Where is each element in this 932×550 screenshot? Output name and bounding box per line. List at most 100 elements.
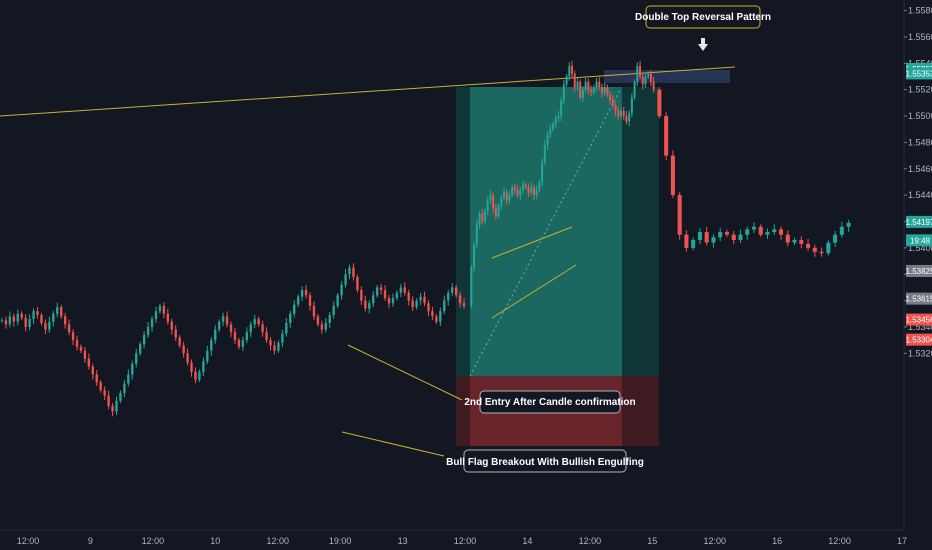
- candle-body: [595, 81, 598, 88]
- candle-body: [202, 361, 205, 372]
- candle-body: [115, 400, 118, 412]
- candle-body: [324, 323, 327, 330]
- candle-body: [36, 311, 39, 316]
- candle-body: [293, 304, 296, 314]
- candle-body: [332, 305, 335, 316]
- candle-body: [285, 323, 288, 334]
- candle-body: [127, 374, 130, 384]
- candle-body: [503, 192, 506, 198]
- candle-body: [427, 303, 430, 312]
- time-tick-label: 12:00: [579, 536, 602, 546]
- candle-body: [524, 184, 527, 188]
- candle-body: [40, 315, 43, 324]
- bull-flag-callout[interactable]: Bull Flag Breakout With Bullish Engulfin…: [446, 449, 644, 473]
- candle-body: [48, 321, 51, 330]
- candle-body: [511, 187, 514, 196]
- price-tick-label: 1.54600: [908, 164, 932, 174]
- candle-body: [454, 287, 458, 296]
- candle-body: [439, 311, 442, 322]
- target-zone-inner: [470, 87, 622, 376]
- candle-body: [458, 295, 462, 304]
- time-tick-label: 9: [88, 536, 93, 546]
- candle-body: [364, 300, 367, 309]
- double-top-callout[interactable]: Double Top Reversal Pattern: [635, 5, 771, 51]
- candle-body: [407, 292, 410, 301]
- candle-body: [214, 329, 217, 341]
- candle-body: [652, 81, 655, 90]
- candle-body: [731, 234, 736, 240]
- candle-body: [541, 162, 544, 182]
- candle-body: [399, 287, 403, 293]
- flag-upper-line: [491, 226, 573, 259]
- candle-body: [738, 234, 743, 240]
- candle-body: [505, 192, 508, 201]
- candle-body: [492, 195, 495, 209]
- price-tick-label: 1.53200: [908, 348, 932, 358]
- pattern-lines: [0, 66, 736, 457]
- candle-body: [91, 366, 94, 375]
- second-entry-callout[interactable]: 2nd Entry After Candle confirmation: [464, 390, 636, 414]
- candle-body: [670, 155, 675, 196]
- price-tick-label: 1.54400: [908, 190, 932, 200]
- candle-body: [519, 189, 522, 196]
- price-tag: [906, 215, 932, 228]
- price-tag-label: 1.53825: [906, 267, 932, 276]
- candle-body: [221, 316, 225, 322]
- candle-body: [348, 267, 351, 275]
- candle-body: [375, 287, 379, 296]
- candle-body: [758, 226, 763, 235]
- candle-body: [724, 232, 729, 235]
- candle-body: [557, 116, 560, 119]
- candle-body: [573, 73, 576, 88]
- candle-body: [447, 292, 450, 301]
- candle-body: [562, 84, 565, 101]
- candle-body: [75, 340, 79, 347]
- candle-body: [633, 81, 636, 98]
- candle-body: [296, 296, 300, 305]
- double-top-label-box: [645, 5, 761, 29]
- price-tag-label: 1.53456: [906, 316, 932, 325]
- candle-body: [225, 316, 229, 325]
- candle-body: [281, 333, 284, 343]
- candle-body: [450, 287, 454, 293]
- candle-body: [639, 65, 642, 77]
- candle-body: [383, 290, 387, 298]
- candle-body: [839, 226, 844, 235]
- candle-body: [166, 313, 170, 322]
- candle-body: [473, 245, 476, 268]
- candle-body: [516, 189, 519, 196]
- time-tick-label: 14: [522, 536, 532, 546]
- candle-body: [372, 295, 375, 304]
- candle-body: [785, 234, 790, 243]
- down-arrow-icon: [698, 38, 708, 51]
- candle-body: [443, 300, 446, 312]
- candle-body: [603, 87, 606, 93]
- candle-body: [241, 340, 245, 347]
- candle-body: [846, 222, 851, 227]
- candle-body: [174, 329, 177, 338]
- candle-body: [636, 65, 639, 82]
- candle-body: [103, 390, 106, 396]
- candle-body: [806, 243, 811, 248]
- candle-body: [328, 315, 331, 324]
- candle-body: [135, 353, 138, 364]
- candle-body: [210, 340, 213, 351]
- candle-body: [765, 232, 770, 235]
- candle-body: [486, 200, 489, 211]
- time-tick-label: 17: [897, 536, 907, 546]
- candle-body: [497, 205, 500, 217]
- candle-body: [190, 362, 193, 372]
- candle-body: [300, 290, 304, 297]
- candle-body: [527, 187, 530, 193]
- candle-body: [590, 89, 593, 93]
- candle-body: [344, 274, 347, 285]
- time-axis: 12:00 9 12:00 10 12:00 19:00 13 12:00 14 12:00 15 1…: [0, 529, 907, 546]
- price-tag-label: 19:48: [910, 236, 931, 245]
- candle-body: [261, 324, 264, 333]
- candle-body: [99, 382, 102, 391]
- time-tick-label: 12:00: [828, 536, 851, 546]
- candle-body: [131, 363, 134, 375]
- candle-body: [622, 110, 625, 117]
- candle-body: [395, 292, 399, 298]
